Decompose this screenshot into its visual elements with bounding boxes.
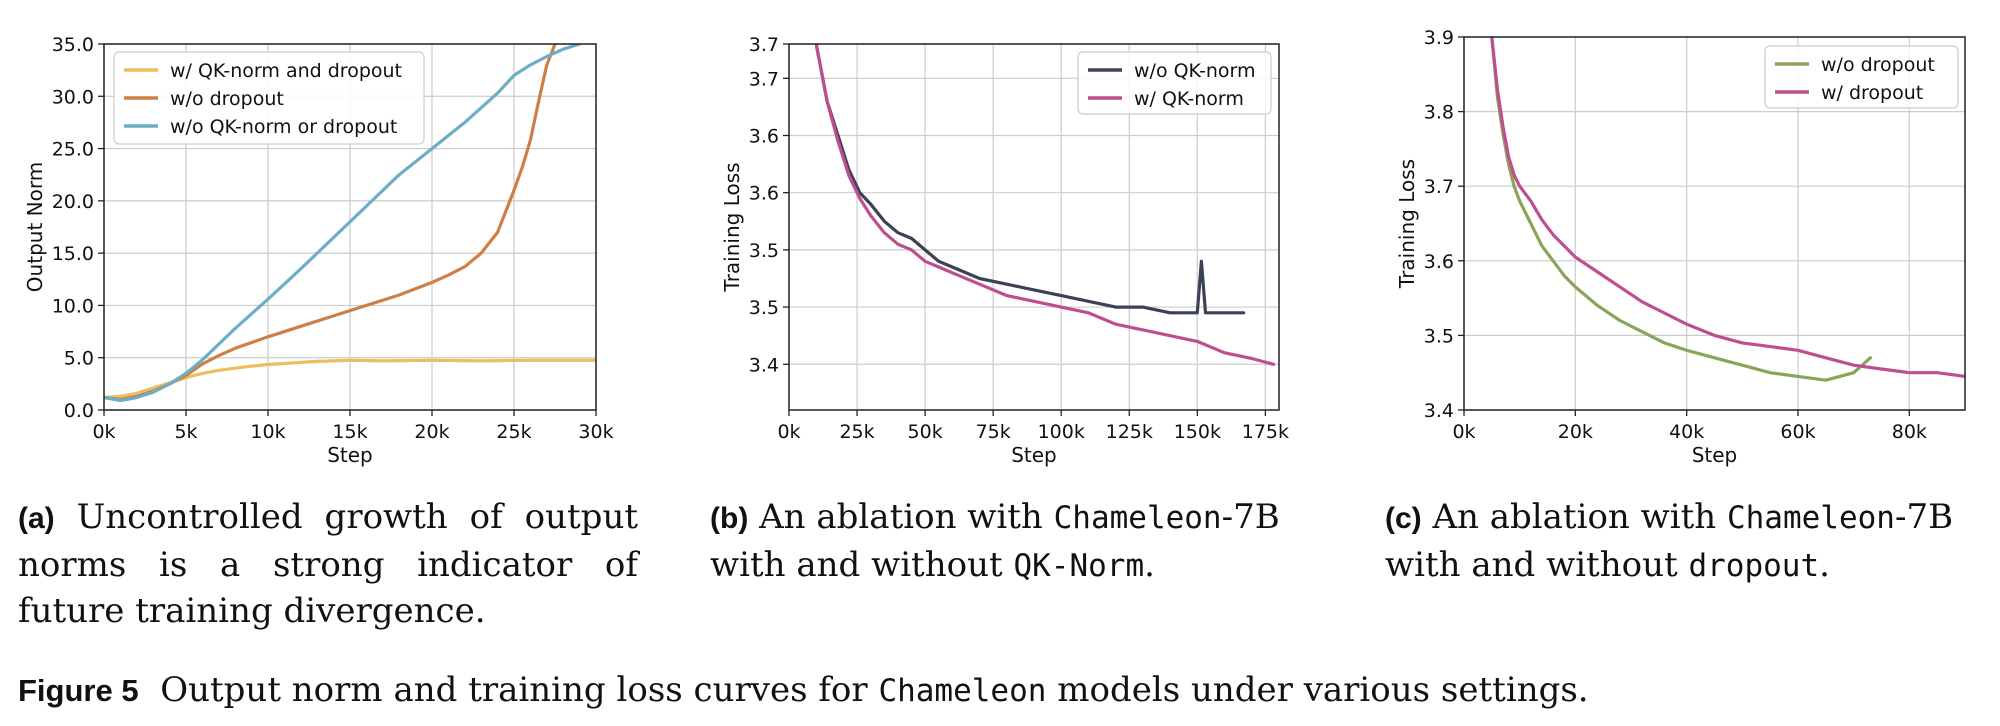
legend-entry-0: w/ QK-norm and dropout bbox=[170, 60, 402, 82]
x-tick-label: 125k bbox=[1106, 421, 1153, 443]
y-tick-label: 35.0 bbox=[52, 34, 94, 56]
y-tick-label: 3.5 bbox=[749, 240, 779, 262]
legend: w/o dropout w/ dropout bbox=[1764, 45, 1959, 109]
x-tick-label: 15k bbox=[332, 421, 367, 443]
series-line-1 bbox=[1490, 37, 1965, 378]
panel-a-output-norm-chart: 0k 5k 10k 15k 20k 25k 30k 0.0 5.0 10.0 15.0 20.0 25.… bbox=[23, 34, 614, 467]
x-tick-label: 175k bbox=[1242, 421, 1289, 443]
y-tick-label: 3.7 bbox=[749, 68, 779, 90]
y-axis-label: Output Norm bbox=[23, 162, 47, 292]
y-tick-label: 30.0 bbox=[52, 86, 94, 108]
x-tick-label: 40k bbox=[1669, 421, 1704, 443]
legend-entry-2: w/o QK-norm or dropout bbox=[170, 116, 397, 138]
caption-b-tag: (b) bbox=[710, 502, 749, 535]
series-line-0 bbox=[1490, 37, 1873, 382]
caption-a-text: Uncontrolled growth of output norms is a… bbox=[18, 497, 638, 631]
x-axis-label: Step bbox=[327, 443, 373, 467]
x-tick-label: 0k bbox=[92, 421, 115, 443]
legend: w/o QK-norm w/ QK-norm bbox=[1077, 51, 1272, 115]
caption-c-tag: (c) bbox=[1385, 502, 1422, 535]
legend-box bbox=[1077, 51, 1272, 115]
plot-frame bbox=[788, 43, 1280, 411]
legend-box bbox=[1764, 45, 1959, 109]
x-axis-label: Step bbox=[1692, 443, 1738, 467]
figure-caption-pre: Output norm and training loss curves for bbox=[160, 670, 879, 710]
series-group bbox=[104, 44, 596, 403]
caption-b-model: Chameleon bbox=[1053, 500, 1222, 536]
x-tick-label: 100k bbox=[1038, 421, 1085, 443]
x-tick-label: 75k bbox=[976, 421, 1011, 443]
plot-frame bbox=[1463, 36, 1966, 411]
legend-entry-1: w/ QK-norm bbox=[1134, 88, 1244, 110]
panel-c-dropout-ablation-chart: 0k 20k 40k 60k 80k 3.4 3.5 3.6 3.7 3.8 3.9 Step Trai… bbox=[1395, 27, 1966, 467]
series-line-0 bbox=[814, 44, 1246, 315]
x-tick-label: 20k bbox=[414, 421, 449, 443]
x-tick-label: 25k bbox=[496, 421, 531, 443]
y-tick-label: 0.0 bbox=[64, 400, 94, 422]
x-tick-label: 80k bbox=[1892, 421, 1927, 443]
caption-a-tag: (a) bbox=[18, 502, 55, 535]
y-tick-label: 3.9 bbox=[1424, 27, 1454, 49]
series-group bbox=[1490, 37, 1965, 382]
y-tick-label: 3.6 bbox=[1424, 251, 1454, 273]
y-tick-label: 20.0 bbox=[52, 191, 94, 213]
y-tick-label: 3.7 bbox=[1424, 176, 1454, 198]
y-tick-label: 3.4 bbox=[749, 354, 779, 376]
series-line-2 bbox=[104, 44, 582, 403]
x-tick-label: 50k bbox=[908, 421, 943, 443]
legend-entry-1: w/ dropout bbox=[1821, 82, 1923, 104]
legend: w/ QK-norm and dropout w/o dropout w/o QK-… bbox=[113, 51, 425, 145]
caption-c-pre: An ablation with bbox=[1432, 497, 1727, 537]
x-axis-label: Step bbox=[1011, 443, 1057, 467]
y-tick-label: 3.5 bbox=[749, 297, 779, 319]
y-tick-label: 25.0 bbox=[52, 139, 94, 161]
panel-b-qknorm-ablation-chart: 0k 25k 50k 75k 100k 125k 150k 175k 3.4 3.5 3.5 3.6 3… bbox=[720, 34, 1289, 467]
figure-caption: Figure 5 Output norm and training loss c… bbox=[18, 670, 1978, 710]
x-tick-label: 5k bbox=[174, 421, 197, 443]
caption-a: (a) Uncontrolled growth of output norms … bbox=[18, 494, 638, 634]
legend-entry-0: w/o QK-norm bbox=[1134, 60, 1256, 82]
caption-b-pre: An ablation with bbox=[759, 497, 1054, 537]
y-tick-label: 3.6 bbox=[749, 183, 779, 205]
caption-b-setting: QK-Norm bbox=[1013, 548, 1145, 584]
figure-caption-tag: Figure 5 bbox=[18, 673, 139, 708]
y-tick-label: 10.0 bbox=[52, 295, 94, 317]
series-line-0 bbox=[104, 358, 596, 400]
x-tick-label: 0k bbox=[777, 421, 800, 443]
caption-b: (b) An ablation with Chameleon-7B with a… bbox=[710, 494, 1310, 589]
caption-c: (c) An ablation with Chameleon-7B with a… bbox=[1385, 494, 1985, 589]
legend-box bbox=[113, 51, 425, 145]
figure-caption-post: models under various settings. bbox=[1046, 670, 1589, 710]
caption-c-post: . bbox=[1819, 545, 1830, 585]
caption-c-setting: dropout bbox=[1688, 548, 1820, 584]
y-tick-label: 3.6 bbox=[749, 126, 779, 148]
caption-b-post: . bbox=[1144, 545, 1155, 585]
x-tick-label: 10k bbox=[250, 421, 285, 443]
legend-entry-1: w/o dropout bbox=[170, 88, 284, 110]
x-tick-label: 25k bbox=[839, 421, 874, 443]
x-tick-label: 20k bbox=[1558, 421, 1593, 443]
caption-c-mid: -7B with and without bbox=[1385, 497, 1954, 585]
x-tick-label: 0k bbox=[1452, 421, 1475, 443]
y-tick-label: 3.7 bbox=[749, 34, 779, 56]
x-tick-label: 60k bbox=[1780, 421, 1815, 443]
x-tick-label: 30k bbox=[578, 421, 613, 443]
caption-c-model: Chameleon bbox=[1726, 500, 1895, 536]
figure-caption-model: Chameleon bbox=[878, 673, 1047, 709]
series-line-1 bbox=[814, 44, 1276, 366]
y-axis-label: Training Loss bbox=[1395, 159, 1419, 289]
y-tick-label: 5.0 bbox=[64, 348, 94, 370]
figure-charts: 0k 5k 10k 15k 20k 25k 30k 0.0 5.0 10.0 15.0 20.0 25.… bbox=[23, 27, 1966, 467]
y-tick-label: 15.0 bbox=[52, 243, 94, 265]
series-group bbox=[814, 44, 1276, 366]
x-tick-label: 150k bbox=[1174, 421, 1221, 443]
y-tick-label: 3.5 bbox=[1424, 325, 1454, 347]
y-tick-label: 3.8 bbox=[1424, 102, 1454, 124]
caption-b-mid: -7B with and without bbox=[710, 497, 1280, 585]
legend-entry-0: w/o dropout bbox=[1821, 54, 1935, 76]
y-axis-label: Training Loss bbox=[720, 162, 744, 292]
y-tick-label: 3.4 bbox=[1424, 400, 1454, 422]
